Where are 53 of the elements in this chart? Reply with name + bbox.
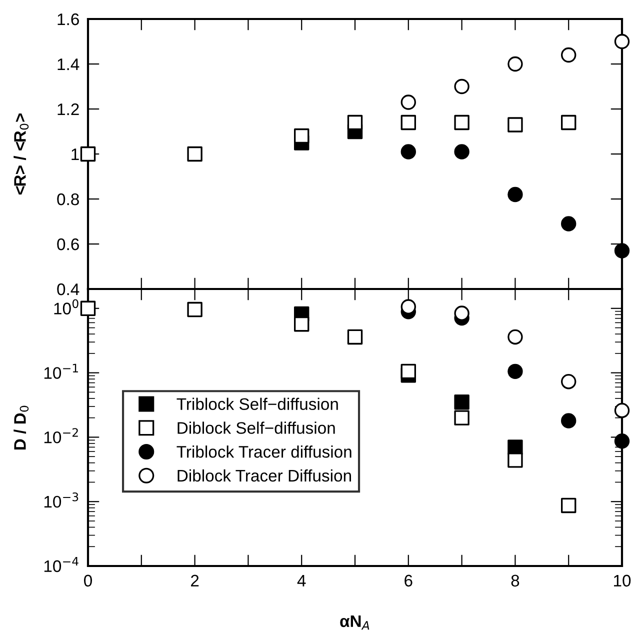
legend-label: Triblock Self−diffusion: [176, 398, 338, 410]
y-tick-label: 10$^{0}$: [54, 299, 78, 314]
point: [454, 306, 470, 321]
point: [454, 394, 470, 410]
y-tick-label: 10$^{−3}$: [44, 492, 78, 508]
y-tick-label: 10$^{−4}$: [44, 557, 78, 572]
legend-label: Diblock Self−diffusion: [178, 422, 335, 434]
y-tick-label: 10$^{−1}$: [44, 364, 78, 379]
point: [80, 300, 96, 316]
point: [560, 498, 576, 514]
point: [614, 34, 630, 50]
x-tick-label: 2: [191, 574, 199, 586]
point: [347, 329, 363, 345]
y-tick-label: 0.8: [57, 193, 79, 206]
y-tick-label: 10$^{−2}$: [44, 428, 78, 444]
point: [294, 128, 310, 144]
x-tick-label: 4: [297, 574, 306, 586]
y-tick-label: 1.6: [58, 13, 79, 26]
point: [294, 316, 310, 332]
y-tick-label: 1.4: [58, 58, 80, 70]
point: [80, 146, 96, 162]
point: [508, 364, 523, 380]
point: [454, 114, 470, 130]
point: [187, 146, 202, 162]
point: [560, 216, 576, 232]
point: [454, 144, 470, 160]
point: [508, 186, 523, 202]
point: [614, 433, 630, 449]
point: [187, 302, 202, 318]
y-tick-label: 1.2: [58, 103, 79, 116]
point: [560, 413, 576, 428]
point: [454, 410, 470, 426]
legend-label: Triblock Tracer diffusion: [176, 446, 352, 458]
y-tick-label: 0.4: [57, 283, 80, 296]
point: [560, 114, 576, 130]
x-axis-title: αN$_{A}$: [340, 615, 370, 630]
point: [614, 402, 630, 418]
point: [400, 364, 416, 380]
point: [400, 144, 416, 160]
y-tick-label: 1: [72, 148, 79, 160]
point: [400, 114, 416, 130]
x-tick-label: 10: [614, 574, 631, 587]
y-axis-title: <R> / <R$_{0}$>: [14, 113, 29, 195]
x-tick-label: 0: [84, 574, 92, 587]
point: [614, 243, 630, 258]
point: [347, 114, 363, 130]
y-axis-title: D / D$_{0}$: [14, 406, 29, 450]
x-tick-label: 8: [511, 574, 520, 587]
point: [400, 299, 416, 314]
legend-label: Diblock Tracer Diffusion: [178, 469, 351, 482]
x-tick-label: 6: [404, 574, 412, 587]
point: [508, 117, 523, 132]
y-tick-label: 0.6: [57, 238, 79, 250]
